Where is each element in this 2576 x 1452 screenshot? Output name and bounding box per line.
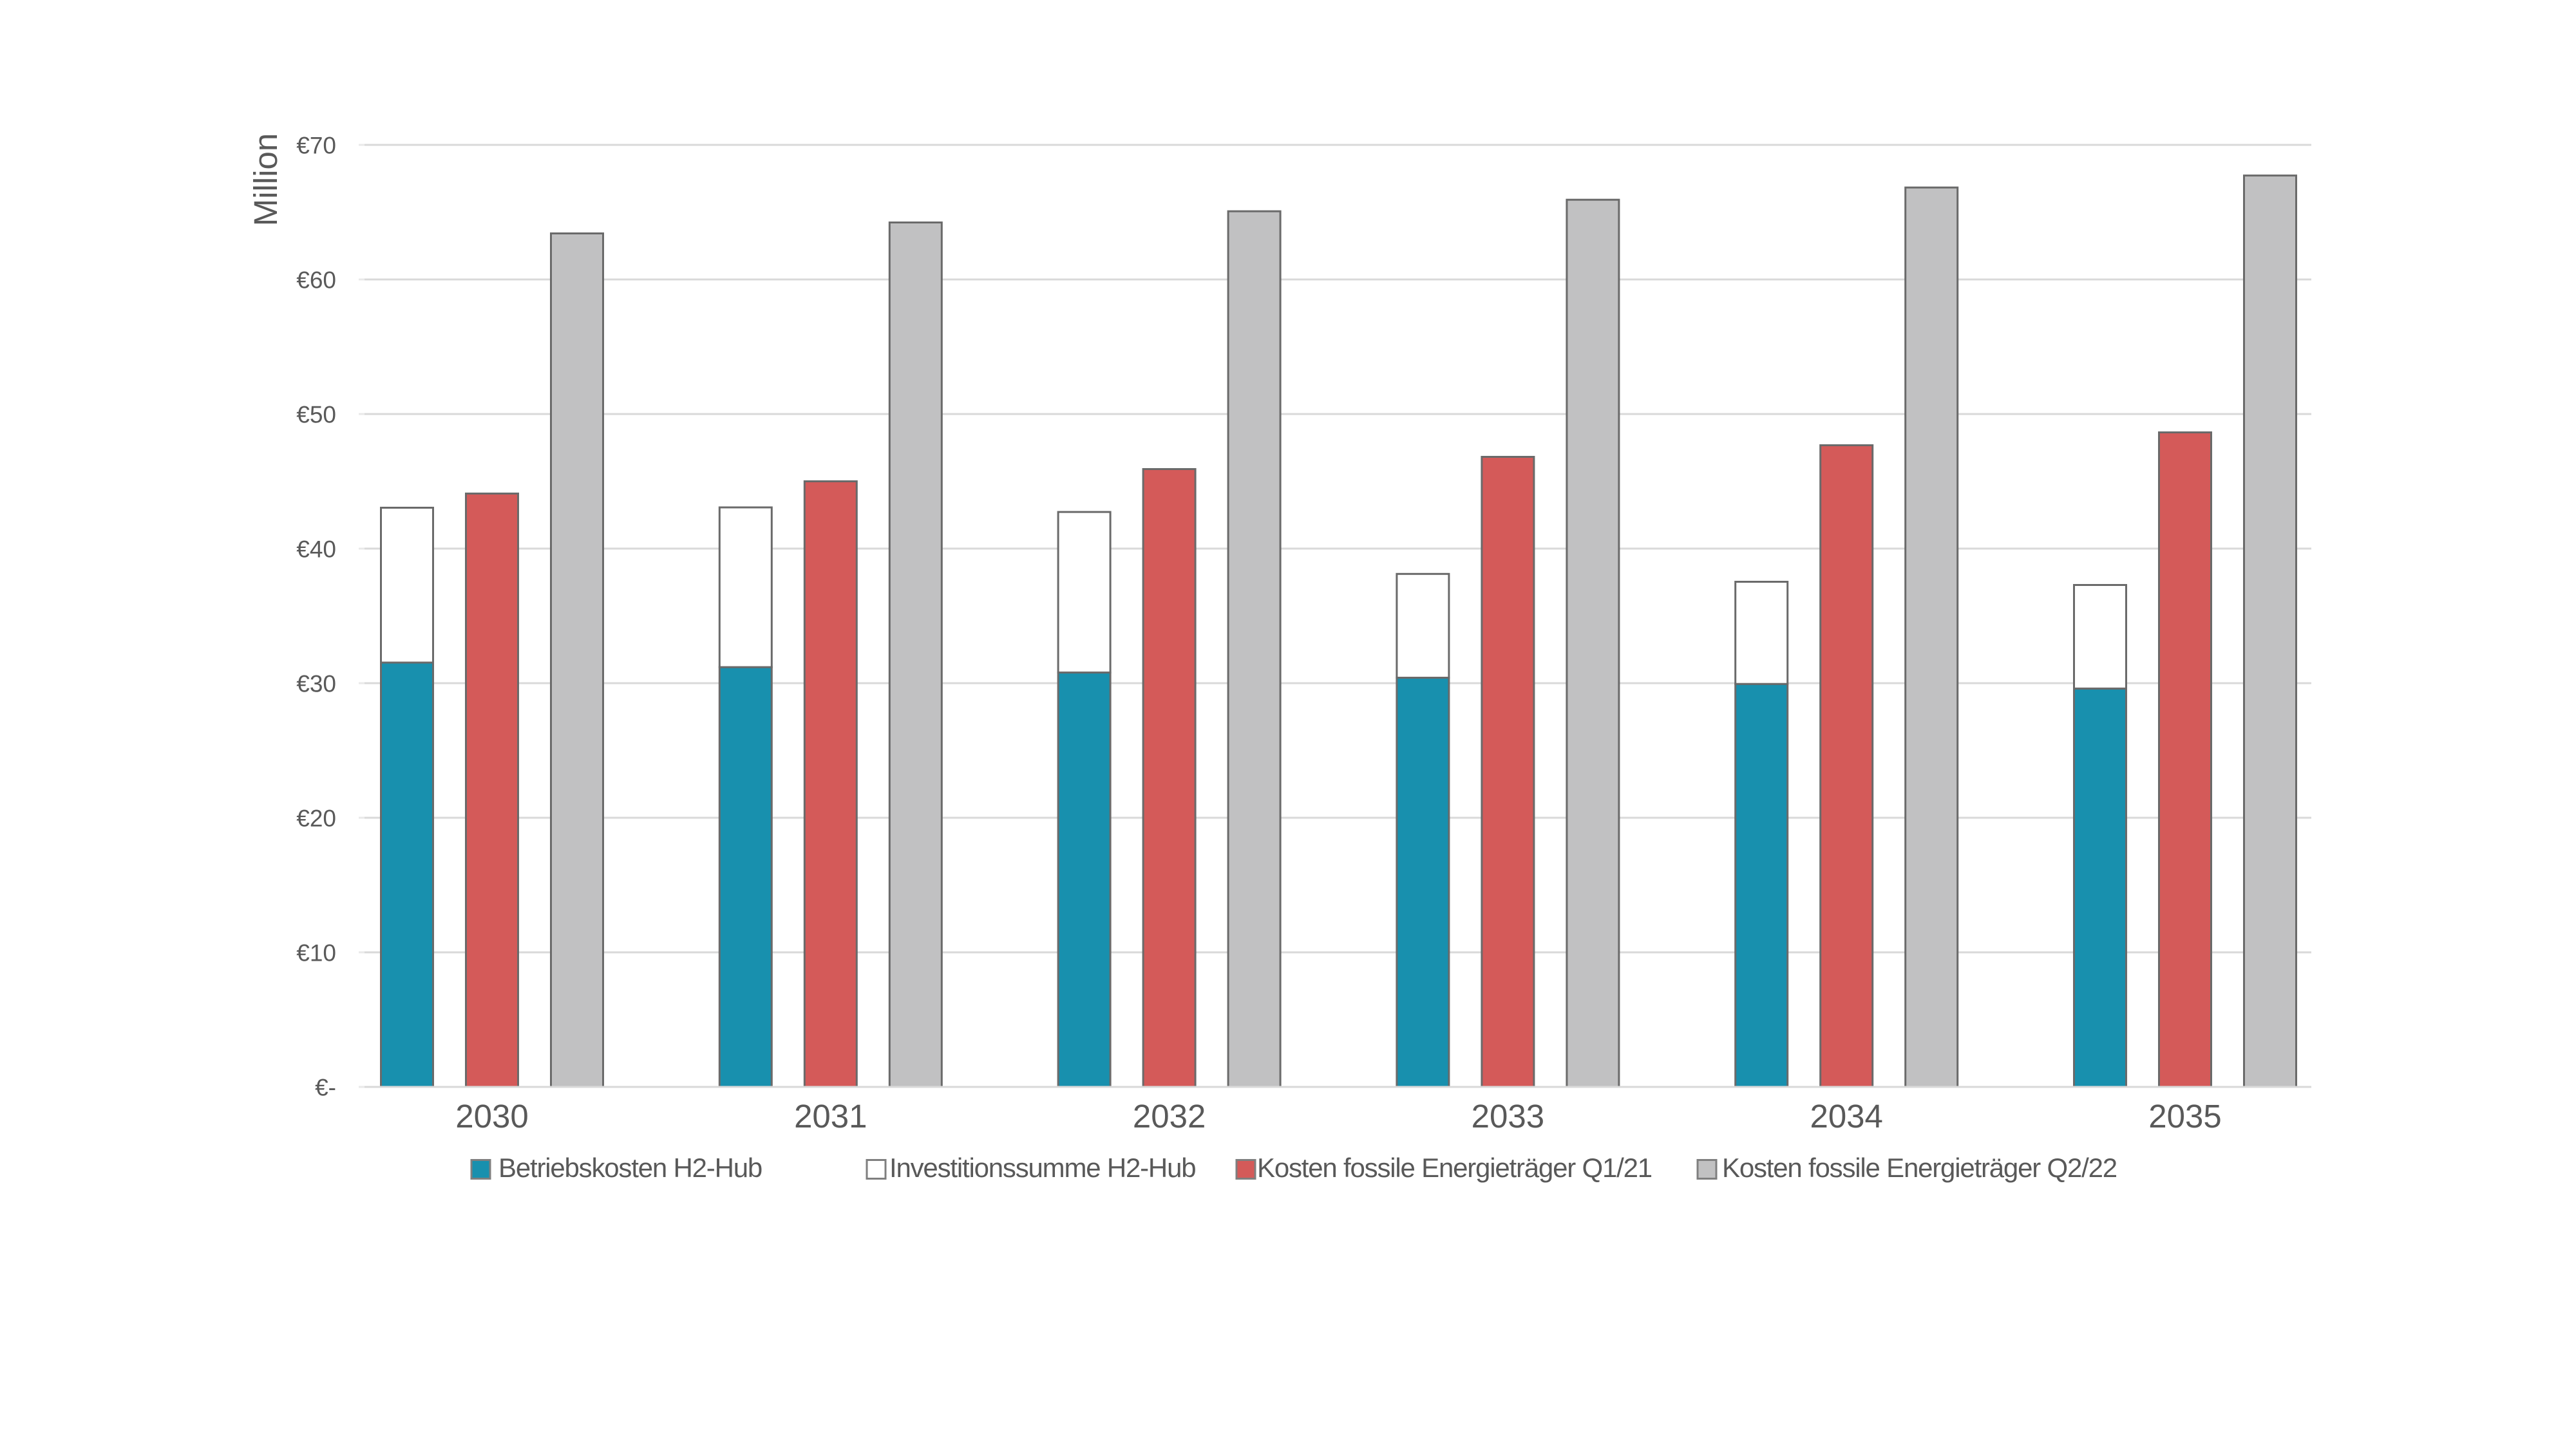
- svg-text:€60: €60: [296, 267, 336, 293]
- svg-text:€20: €20: [296, 805, 336, 831]
- svg-text:2034: 2034: [1810, 1098, 1882, 1135]
- svg-text:2033: 2033: [1472, 1098, 1544, 1135]
- svg-text:Kosten fossile Energieträger Q: Kosten fossile Energieträger Q1/21: [1257, 1153, 1652, 1183]
- svg-text:€30: €30: [296, 670, 336, 697]
- svg-text:2035: 2035: [2148, 1098, 2221, 1135]
- svg-text:Million: Million: [247, 133, 284, 227]
- svg-text:2031: 2031: [794, 1098, 867, 1135]
- svg-text:€40: €40: [296, 536, 336, 562]
- svg-text:€70: €70: [296, 132, 336, 158]
- svg-text:Kosten fossile Energieträger Q: Kosten fossile Energieträger Q2/22: [1722, 1153, 2117, 1183]
- svg-text:2032: 2032: [1133, 1098, 1206, 1135]
- svg-text:€10: €10: [296, 939, 336, 966]
- svg-text:Betriebskosten H2-Hub: Betriebskosten H2-Hub: [498, 1153, 762, 1183]
- svg-text:Investitionssumme H2-Hub: Investitionssumme H2-Hub: [889, 1153, 1195, 1183]
- svg-text:€50: €50: [296, 401, 336, 428]
- svg-text:2030: 2030: [455, 1098, 528, 1135]
- svg-text:€-: €-: [315, 1074, 336, 1100]
